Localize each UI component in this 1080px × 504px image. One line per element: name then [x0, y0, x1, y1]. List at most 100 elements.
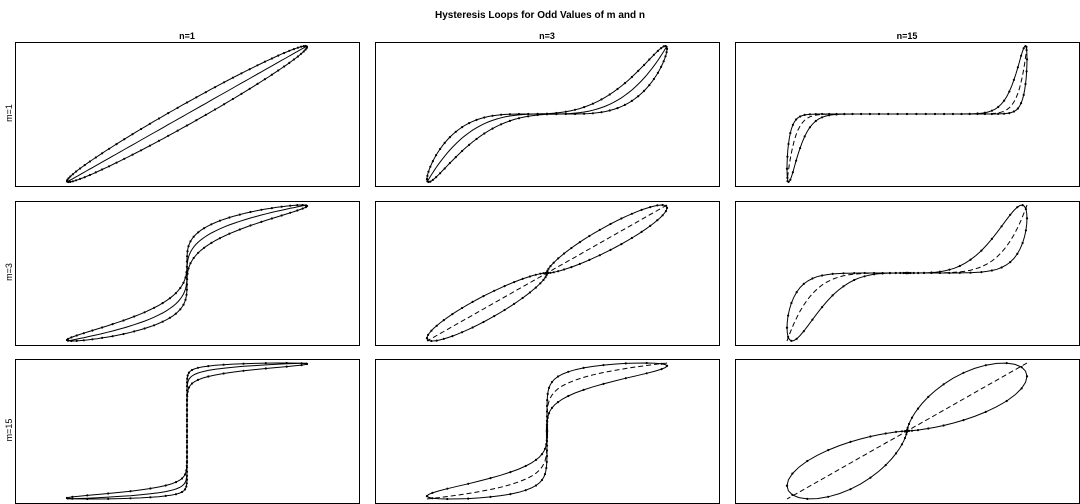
lower-point [976, 112, 979, 116]
lower-point [174, 312, 177, 315]
upper-point [185, 271, 188, 274]
upper-point [186, 377, 189, 380]
lower-point [189, 262, 192, 265]
upper-point [821, 112, 824, 116]
upper-point [260, 208, 263, 211]
upper-point [186, 374, 189, 377]
upper-point [203, 227, 206, 230]
lower-point [1021, 241, 1024, 245]
lower-point [431, 497, 434, 500]
upper-point [927, 395, 930, 398]
upper-point [427, 170, 430, 173]
upper-point [264, 362, 267, 365]
lower-point [228, 232, 231, 235]
lower-point [231, 97, 234, 101]
upper-point [900, 430, 904, 433]
lower-point [806, 497, 809, 500]
lower-point [185, 456, 189, 459]
lower-point [443, 167, 446, 170]
lower-point [539, 282, 542, 285]
upper-point [547, 267, 550, 270]
lower-point [131, 153, 134, 156]
lower-point [86, 497, 89, 501]
lower-point [210, 241, 213, 244]
upper-point [543, 447, 547, 450]
upper-point [218, 219, 221, 222]
loop-lower-line [426, 48, 668, 183]
lower-point [296, 209, 299, 212]
lower-point [190, 382, 194, 385]
lower-point [843, 113, 846, 116]
upper-point [802, 282, 805, 285]
upper-point [656, 49, 660, 53]
lower-point [426, 180, 429, 183]
lower-point [489, 495, 492, 498]
upper-point [182, 281, 185, 284]
lower-point [82, 339, 85, 342]
loop-lower-line [786, 376, 1028, 500]
lower-point [821, 306, 824, 309]
upper-point [442, 319, 445, 322]
lower-point [545, 466, 548, 470]
upper-point [491, 114, 494, 117]
lower-point [542, 278, 545, 281]
lower-point [791, 493, 794, 496]
upper-point [70, 336, 73, 339]
lower-point [549, 271, 552, 274]
upper-point [207, 365, 210, 368]
upper-point [656, 204, 659, 207]
upper-point [849, 440, 852, 443]
lower-point [821, 116, 824, 119]
lower-point [923, 271, 926, 275]
lower-point [540, 478, 544, 482]
lower-point [1000, 266, 1003, 269]
lower-point [168, 316, 171, 319]
upper-point [509, 471, 512, 474]
lower-point [184, 298, 187, 301]
lower-point [123, 157, 126, 160]
lower-point [185, 420, 189, 423]
lower-point [1020, 387, 1023, 390]
upper-point [591, 102, 595, 105]
upper-point [500, 113, 503, 116]
lower-point [917, 271, 920, 275]
lower-point [545, 274, 548, 277]
upper-point [623, 82, 627, 85]
lower-point [637, 95, 640, 98]
lower-point [645, 372, 648, 375]
lower-point [427, 339, 430, 342]
lower-point [881, 272, 884, 275]
lower-point [304, 206, 307, 209]
upper-point [521, 277, 524, 280]
upper-point [598, 228, 601, 231]
upper-point [609, 222, 612, 226]
lower-point [648, 84, 651, 87]
lower-point [534, 286, 537, 289]
lower-point [803, 135, 806, 138]
lower-point [115, 161, 118, 164]
panel-m15-n3 [375, 359, 720, 504]
upper-point [184, 276, 187, 279]
lower-point [545, 424, 549, 427]
lower-point [185, 293, 188, 296]
lower-point [471, 326, 474, 329]
upper-point [180, 477, 184, 480]
lower-point [186, 272, 189, 275]
lower-point [962, 419, 965, 422]
lower-point [564, 112, 567, 116]
upper-point [431, 491, 434, 494]
upper-point [83, 164, 86, 167]
upper-point [811, 277, 814, 280]
upper-point [814, 113, 817, 116]
upper-point [808, 113, 812, 116]
upper-point [140, 127, 143, 131]
upper-point [88, 160, 91, 163]
lower-point [185, 436, 189, 439]
lower-point [786, 176, 789, 179]
upper-point [863, 271, 866, 275]
upper-point [168, 297, 171, 300]
lower-point [431, 178, 434, 181]
lower-point [831, 294, 834, 297]
lower-point [70, 339, 73, 343]
upper-point [270, 207, 273, 210]
